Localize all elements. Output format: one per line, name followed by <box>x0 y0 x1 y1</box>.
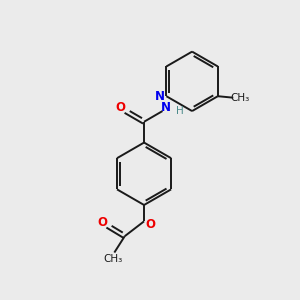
Text: O: O <box>146 218 156 231</box>
Text: O: O <box>116 101 126 114</box>
Text: H: H <box>176 106 184 116</box>
Text: O: O <box>98 216 107 229</box>
Text: CH₃: CH₃ <box>103 254 122 264</box>
Text: CH₃: CH₃ <box>230 93 250 103</box>
Text: N: N <box>155 90 165 103</box>
Text: N: N <box>161 101 171 114</box>
